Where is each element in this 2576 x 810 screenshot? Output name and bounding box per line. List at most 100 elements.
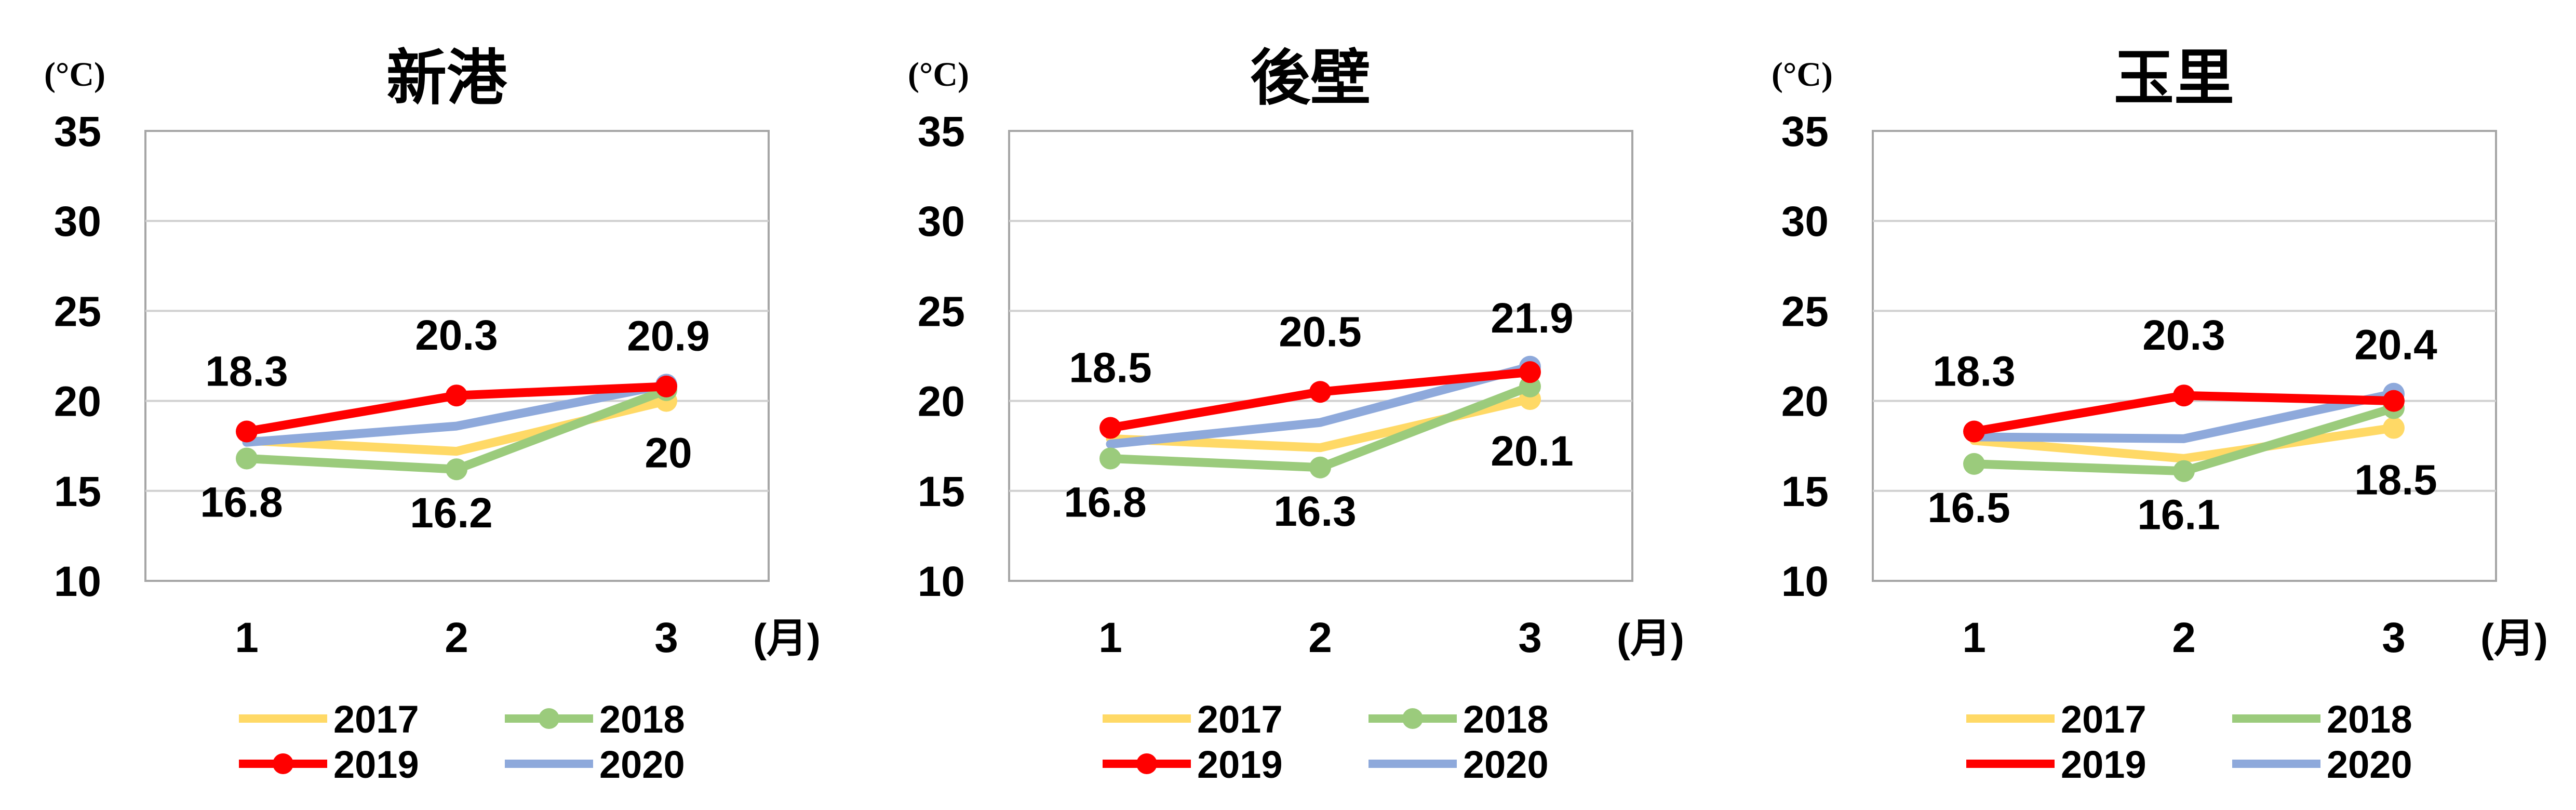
data-point (1519, 361, 1541, 383)
plot-area (144, 130, 770, 582)
legend-label: 2018 (599, 698, 685, 741)
legend-label: 2017 (333, 698, 419, 741)
data-label: 18.3 (1933, 348, 2016, 395)
legend-label: 2020 (2327, 743, 2412, 786)
data-point (446, 458, 467, 481)
series-line-2020 (242, 380, 671, 447)
data-point (2173, 460, 2195, 482)
y-tick-label: 30 (1781, 198, 1829, 245)
data-label: 16.8 (200, 479, 283, 526)
data-label: 18.5 (2354, 457, 2437, 504)
data-label: 16.5 (1927, 484, 2010, 532)
data-label: 20.3 (2142, 312, 2225, 359)
x-axis-unit: (月) (2480, 615, 2548, 661)
y-tick-label: 20 (1781, 378, 1829, 426)
data-label: 20.1 (1491, 428, 1574, 475)
y-tick-label: 30 (918, 198, 965, 245)
data-label: 20.4 (2354, 322, 2437, 369)
data-label: 20.5 (1279, 308, 1362, 355)
legend-marker (1402, 708, 1423, 729)
data-label: 16.1 (2137, 492, 2220, 539)
legend-label: 2018 (2327, 698, 2412, 741)
data-label: 20.3 (415, 312, 498, 359)
data-point (655, 375, 677, 397)
x-tick-label: 3 (1518, 614, 1542, 661)
x-axis-unit: (月) (1617, 615, 1684, 661)
series-line-2020 (1106, 362, 1535, 449)
legend-label: 2019 (333, 743, 419, 786)
chart-title: 後壁 (1250, 44, 1371, 112)
y-tick-label: 25 (918, 288, 965, 335)
y-tick-label: 25 (54, 288, 101, 335)
data-label: 20.9 (627, 312, 710, 360)
chart-svg: 後壁 (°C) 35 30 25 20 15 10 1 2 3 (月) 18.5 16.8 20.5 16.3… (908, 44, 1684, 786)
data-point (2383, 417, 2405, 439)
y-axis-unit: (°C) (44, 56, 105, 94)
x-tick-label: 2 (445, 614, 468, 661)
chart-title: 新港 (386, 44, 507, 112)
chart-panel-3: 玉里 (°C) 35 30 25 20 15 10 1 2 3 (月) 18.3 16.5 20.3 16.1… (1727, 0, 2576, 810)
x-tick-label: 1 (1098, 614, 1122, 661)
y-tick-label: 35 (54, 108, 101, 155)
y-tick-label: 35 (1781, 108, 1829, 155)
x-tick-label: 3 (2382, 614, 2406, 661)
y-tick-label: 20 (918, 378, 965, 426)
legend-marker (273, 753, 293, 774)
data-point (2383, 390, 2405, 412)
data-label: 21.9 (1491, 295, 1574, 342)
y-tick-label: 15 (54, 468, 101, 515)
chart-panel-2: 後壁 (°C) 35 30 25 20 15 10 1 2 3 (月) 18.5 16.8 20.5 16.3… (864, 0, 1722, 810)
chart-title: 玉里 (2114, 44, 2234, 112)
y-tick-label: 15 (1781, 468, 1829, 515)
data-point (1309, 456, 1331, 479)
legend-label: 2020 (599, 743, 685, 786)
plot-area (1872, 130, 2497, 582)
x-tick-label: 1 (235, 614, 259, 661)
data-point (1963, 453, 1985, 475)
legend-label: 2020 (1463, 743, 1549, 786)
data-point (1309, 381, 1331, 403)
data-label: 18.5 (1069, 344, 1152, 392)
legend-label: 2017 (1197, 698, 1283, 741)
data-label: 18.3 (205, 348, 288, 395)
data-point (1963, 420, 1985, 443)
series-line-2020 (1969, 389, 2398, 443)
data-point (236, 420, 258, 443)
x-tick-label: 1 (1962, 614, 1986, 661)
legend-label: 2019 (2061, 743, 2146, 786)
y-tick-label: 30 (54, 198, 101, 245)
data-point (1099, 417, 1121, 439)
chart-svg: 新港 (°C) 35 30 25 20 15 10 1 2 3 (月) 18.3 16.8 20.3 16.2… (44, 44, 821, 786)
series-line-2017 (1969, 423, 2398, 463)
x-axis-unit: (月) (753, 615, 821, 661)
chart-svg: 玉里 (°C) 35 30 25 20 15 10 1 2 3 (月) 18.3 16.5 20.3 16.1… (1772, 44, 2548, 786)
data-point (236, 447, 258, 470)
data-point (2173, 384, 2195, 407)
legend-label: 2017 (2061, 698, 2146, 741)
y-tick-label: 25 (1781, 288, 1829, 335)
y-tick-label: 15 (918, 468, 965, 515)
y-axis-unit: (°C) (908, 56, 969, 94)
y-tick-label: 35 (918, 108, 965, 155)
x-tick-label: 3 (654, 614, 678, 661)
data-point (446, 384, 467, 407)
data-label: 16.3 (1273, 488, 1357, 535)
data-point (1099, 447, 1121, 470)
plot-area (1008, 130, 1633, 582)
legend-marker (539, 708, 559, 729)
data-label: 16.2 (410, 489, 493, 537)
legend-marker (1136, 753, 1157, 774)
legend-label: 2018 (1463, 698, 1549, 741)
legend-label: 2019 (1197, 743, 1283, 786)
x-tick-label: 2 (2172, 614, 2196, 661)
y-tick-label: 20 (54, 378, 101, 426)
y-tick-label: 10 (918, 558, 965, 605)
y-axis-unit: (°C) (1772, 56, 1833, 94)
chart-panel-1: 新港 (°C) 35 30 25 20 15 10 1 2 3 (月) 18.3 16.8 20.3 16.2… (0, 0, 858, 810)
data-label: 20 (645, 430, 692, 477)
y-tick-label: 10 (1781, 558, 1829, 605)
y-tick-label: 10 (54, 558, 101, 605)
data-label: 16.8 (1064, 479, 1147, 526)
x-tick-label: 2 (1308, 614, 1332, 661)
